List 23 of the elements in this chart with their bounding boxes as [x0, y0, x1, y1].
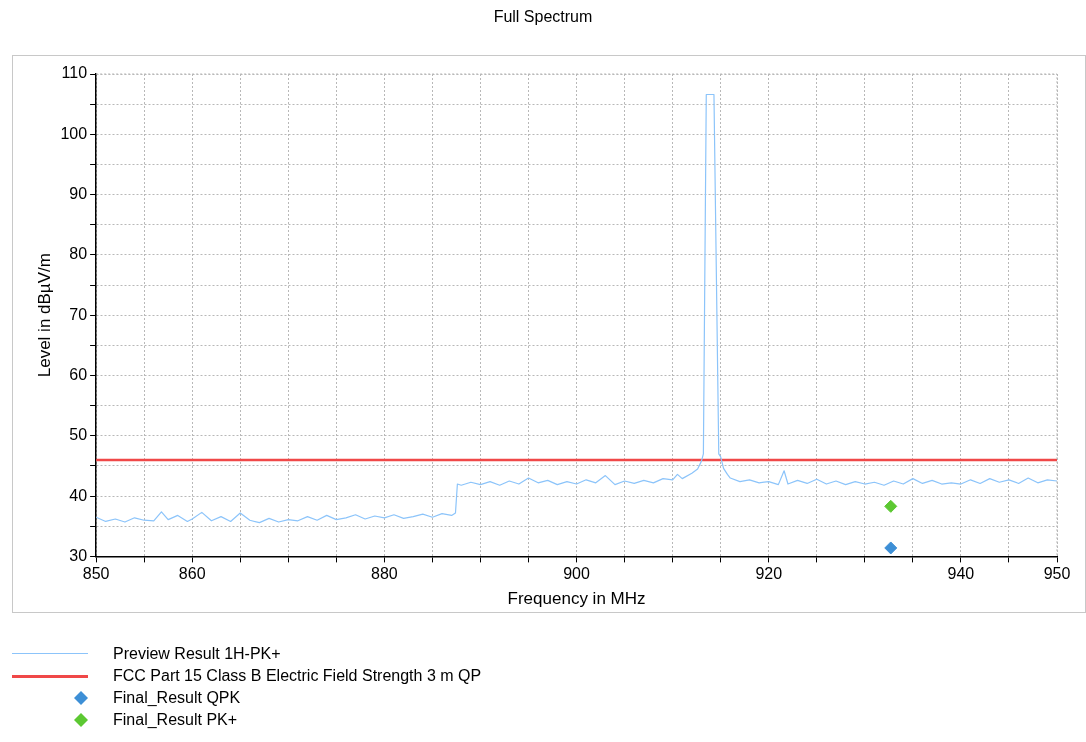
x-tick-label: 900 — [563, 565, 590, 583]
y-tick-label: 50 — [69, 426, 88, 444]
y-tick-label: 40 — [69, 486, 88, 504]
x-tick-label: 920 — [755, 565, 783, 583]
x-tick-label: 880 — [371, 565, 398, 583]
y-tick-label: 70 — [69, 305, 88, 323]
y-axis-title: Level in dBµV/m — [34, 253, 54, 378]
x-tick-label: 950 — [1043, 565, 1071, 583]
y-tick-label: 30 — [69, 546, 88, 564]
chart-title: Full Spectrum — [492, 8, 594, 26]
y-tick-label: 110 — [61, 64, 88, 82]
legend-label: Final_Result QPK — [113, 689, 241, 707]
y-tick-label: 90 — [69, 185, 88, 203]
y-tick-label: 100 — [60, 124, 88, 142]
x-tick-label: 850 — [82, 565, 110, 583]
x-tick-label: 940 — [947, 565, 975, 583]
x-axis-title: Frequency in MHz — [507, 589, 646, 609]
legend-label: FCC Part 15 Class B Electric Field Strength 3 m QP — [113, 667, 482, 685]
y-tick-label: 60 — [69, 365, 88, 383]
legend-label: Final_Result PK+ — [113, 711, 238, 729]
x-tick-label: 860 — [178, 565, 206, 583]
legend-label: Preview Result 1H-PK+ — [113, 645, 281, 663]
y-tick-label: 80 — [69, 245, 88, 263]
